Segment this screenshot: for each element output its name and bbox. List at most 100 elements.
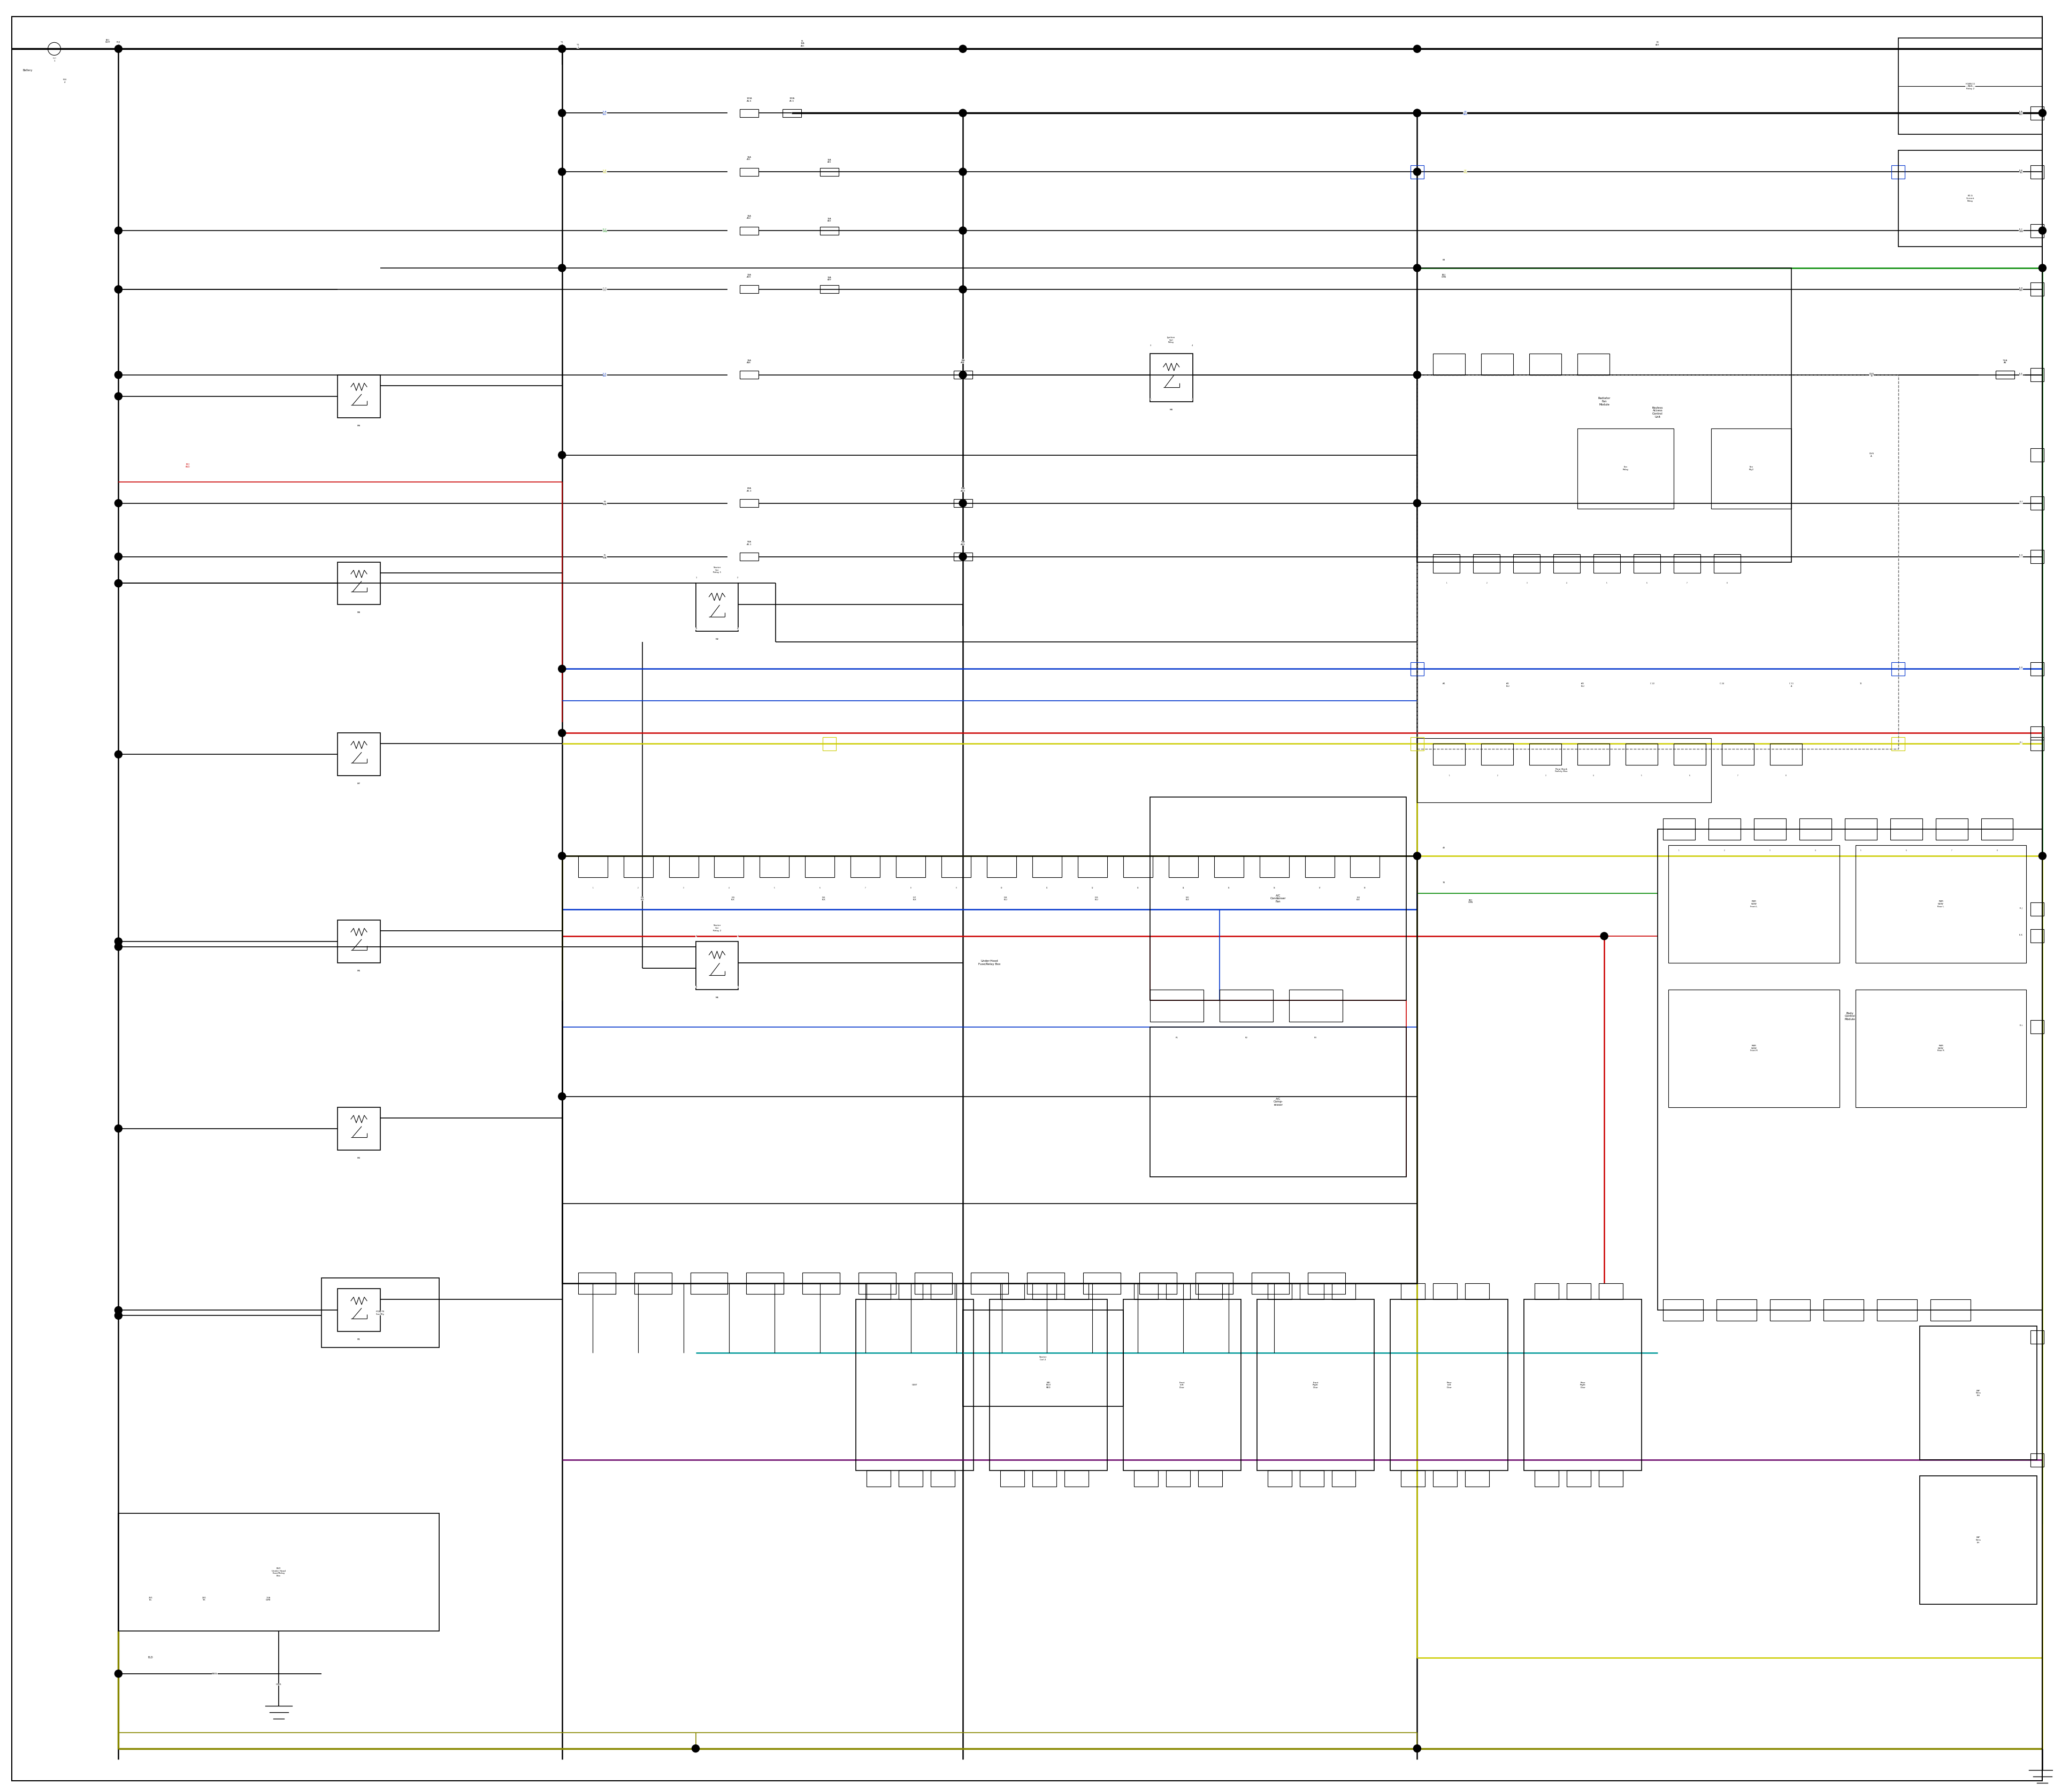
Circle shape [559, 45, 565, 52]
Circle shape [115, 45, 121, 52]
Bar [1577, 428, 1674, 509]
Bar [1033, 1471, 1056, 1487]
Circle shape [2040, 109, 2046, 116]
Bar [1308, 1272, 1345, 1294]
Bar [1935, 819, 1968, 840]
Circle shape [115, 579, 121, 588]
Circle shape [115, 1125, 121, 1133]
Text: IE-G: IE-G [2019, 554, 2023, 559]
Circle shape [115, 579, 121, 588]
Text: F21
BLK: F21 BLK [1276, 896, 1280, 901]
Bar [867, 1283, 891, 1299]
Text: 7.6A
A5: 7.6A A5 [2003, 358, 2007, 364]
Bar [760, 857, 789, 878]
Bar [1625, 744, 1658, 765]
Bar [963, 1310, 1124, 1407]
Bar [337, 1288, 380, 1331]
Bar [914, 1272, 953, 1294]
Circle shape [1413, 168, 1421, 176]
Text: LAF
Sens
LH: LAF Sens LH [1976, 1536, 1980, 1543]
Circle shape [559, 452, 565, 459]
Bar [1251, 1272, 1288, 1294]
Bar [1598, 1283, 1623, 1299]
Bar [1524, 1299, 1641, 1471]
Text: IE-C
GRN: IE-C GRN [602, 228, 608, 233]
Text: G3
YEL: G3 YEL [1462, 170, 1467, 174]
Text: ELD: ELD [148, 1656, 154, 1659]
Bar [1064, 1471, 1089, 1487]
Bar [1877, 1299, 1916, 1321]
Bar [986, 857, 1017, 878]
Bar [1267, 1471, 1292, 1487]
Circle shape [559, 168, 565, 176]
Bar [900, 1471, 922, 1487]
Text: [EJ]
RED: [EJ] RED [185, 464, 191, 468]
Text: F14
BLK: F14 BLK [641, 896, 645, 901]
Bar [670, 857, 698, 878]
Bar [896, 857, 926, 878]
Text: C487: C487 [912, 1383, 918, 1387]
Circle shape [115, 392, 121, 400]
Bar [1633, 554, 1660, 573]
Bar [739, 500, 758, 507]
Bar [803, 1272, 840, 1294]
Circle shape [959, 371, 967, 378]
Bar [1167, 1283, 1189, 1299]
Circle shape [2040, 263, 2046, 272]
Bar [2031, 165, 2044, 179]
Circle shape [115, 228, 121, 235]
Bar [1331, 1471, 1356, 1487]
Text: 2B/1
B:L: 2B/1 B:L [148, 1597, 152, 1600]
Bar [867, 1471, 891, 1487]
Bar [1713, 554, 1740, 573]
Bar [1721, 744, 1754, 765]
Bar [2031, 930, 2044, 943]
Circle shape [559, 263, 565, 272]
Bar [1082, 1272, 1121, 1294]
Text: IE-A
BLU: IE-A BLU [602, 111, 606, 115]
Bar [1674, 744, 1705, 765]
Text: F19
BLU: F19 BLU [1095, 896, 1099, 901]
Bar [1401, 1471, 1425, 1487]
Text: HCAN-11
Shift
Relay 2: HCAN-11 Shift Relay 2 [1966, 82, 1976, 90]
Text: S001: S001 [212, 1672, 218, 1676]
Circle shape [115, 500, 121, 507]
Bar [2031, 726, 2044, 740]
Text: 16A
A21: 16A A21 [828, 159, 832, 163]
Circle shape [959, 109, 967, 116]
Text: Rear Bank
Safety Box: Rear Bank Safety Box [1555, 769, 1567, 772]
Circle shape [1413, 853, 1421, 860]
Circle shape [115, 1670, 121, 1677]
Text: 10A
A29: 10A A29 [748, 274, 752, 278]
Text: 2B/1
T/S: 2B/1 T/S [201, 1597, 205, 1600]
Text: [EJ]
GRN: [EJ] GRN [1442, 274, 1446, 278]
Text: PWR
WDW
Rear R: PWR WDW Rear R [1937, 1045, 1945, 1052]
Bar [941, 857, 972, 878]
Bar [1000, 1471, 1025, 1487]
Text: ELD
Under Hood
Fuse/Relay
Box: ELD Under Hood Fuse/Relay Box [271, 1568, 286, 1577]
Text: Front
Left
Door: Front Left Door [1179, 1382, 1185, 1389]
Circle shape [959, 228, 967, 235]
Text: F2: F2 [1245, 1036, 1247, 1039]
Circle shape [115, 751, 121, 758]
Bar [2031, 224, 2044, 237]
Bar [1892, 165, 1904, 179]
Text: IE-E: IE-E [2019, 373, 2023, 376]
Bar [1674, 554, 1701, 573]
Bar [1473, 554, 1499, 573]
Text: A/3
BLU: A/3 BLU [1582, 683, 1584, 686]
Bar [337, 919, 380, 962]
Text: IE-A
BLU: IE-A BLU [2019, 111, 2023, 115]
Text: M2: M2 [715, 638, 719, 640]
Bar [746, 1272, 785, 1294]
Bar [1150, 1027, 1407, 1177]
Text: D5/6
B: D5/6 B [1869, 373, 1873, 376]
Text: A/1: A/1 [1442, 683, 1446, 686]
Text: 16A
A21: 16A A21 [748, 156, 752, 161]
Bar [119, 1512, 440, 1631]
Text: IE-B
YEL: IE-B YEL [602, 170, 606, 174]
Bar [1124, 1299, 1241, 1471]
Text: Fan
Rly2: Fan Rly2 [1748, 466, 1754, 471]
Bar [635, 1272, 672, 1294]
Bar [1481, 744, 1514, 765]
